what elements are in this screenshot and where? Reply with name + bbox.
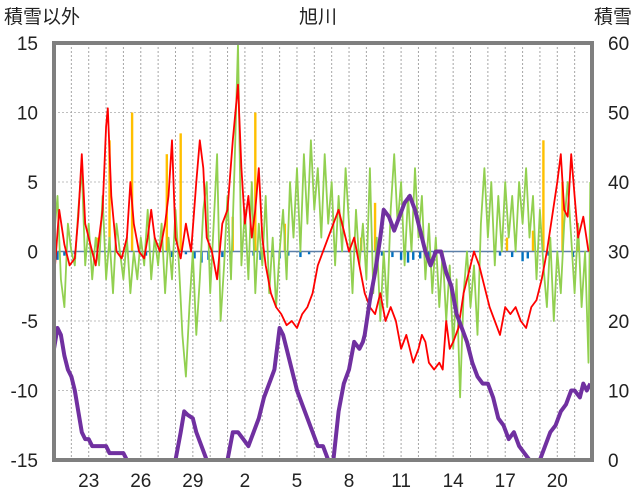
blue-bar [193,251,196,259]
x-tick-label: 20 [547,471,568,492]
x-tick-label: 29 [182,471,203,492]
blue-bar [307,251,311,255]
blue-bar [510,251,514,258]
yellow-bar [505,237,509,252]
plot-frame [52,41,594,462]
right-tick-label: 30 [608,243,629,264]
right-tick-label: 60 [608,34,629,55]
yellow-bar [542,140,545,252]
x-tick-label: 14 [443,471,465,492]
blue-bar [399,251,403,260]
left-tick-label: 15 [17,34,38,55]
blue-bar [380,251,384,256]
blue-bar [521,251,524,262]
green-series-line [53,42,592,399]
left-tick-label: 0 [27,243,38,264]
yellow-bar [561,182,564,252]
left-tick-label: 10 [17,104,38,125]
chart-title: 旭川 [299,6,337,28]
left-tick-label: -5 [21,312,38,333]
blue-bar [412,251,415,260]
blue-bar [299,251,302,258]
blue-bar [56,251,59,260]
right-tick-label: 50 [608,104,629,125]
x-tick-label: 23 [78,471,99,492]
x-tick-label: 5 [292,471,303,492]
blue-bar [63,251,66,256]
blue-bar [391,251,394,258]
yellow-bar [373,202,377,252]
yellow-bar [108,140,111,252]
blue-bar [170,251,174,258]
blue-bar [526,251,529,259]
x-tick-label: 26 [130,471,151,492]
yellow-bar [531,230,535,252]
axes: -15 -10 -5 0 5 10 15 0 10 20 30 40 50 60 23 26 29 2 5 8 11 14… [11,34,630,492]
blue-bar [498,251,502,256]
right-tick-label: 0 [608,451,619,472]
right-tick-label: 10 [608,382,629,403]
left-tick-label: -15 [11,451,38,472]
right-tick-label: 20 [608,312,629,333]
x-tick-label: 17 [495,471,516,492]
blue-bar [547,251,550,256]
blue-bar [184,251,188,255]
right-tick-label: 40 [608,173,629,194]
blue-bar [418,251,422,259]
left-tick-label: -10 [11,382,38,403]
yellow-bar [179,133,182,252]
left-tick-label: 5 [27,173,38,194]
left-axis-title: 積雪以外 [4,6,80,28]
blue-bar [221,251,224,258]
yellow-bar [130,112,134,252]
blue-bar [144,251,148,256]
x-tick-label: 11 [391,471,411,492]
right-axis-title: 積雪 [594,6,632,28]
yellow-bar [254,112,257,252]
blue-bar [259,251,262,260]
x-tick-label: 2 [240,471,251,492]
x-tick-label: 8 [344,471,355,492]
red-series-line [53,83,590,371]
blue-bar [406,251,410,263]
